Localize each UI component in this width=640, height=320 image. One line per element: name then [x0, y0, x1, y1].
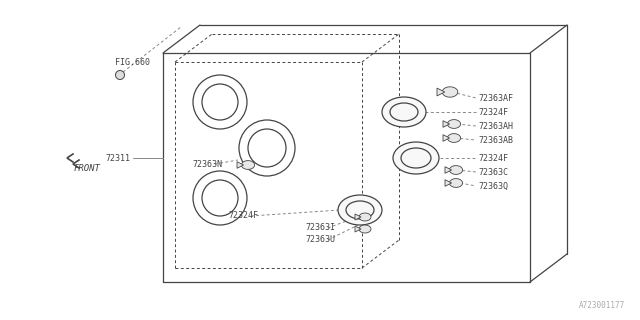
- Polygon shape: [449, 179, 463, 188]
- Polygon shape: [449, 166, 463, 174]
- Polygon shape: [442, 87, 458, 97]
- Text: FIG.660: FIG.660: [115, 58, 150, 67]
- Polygon shape: [237, 162, 244, 168]
- Polygon shape: [359, 213, 371, 221]
- Polygon shape: [437, 88, 445, 96]
- Polygon shape: [445, 180, 452, 186]
- Polygon shape: [447, 134, 461, 142]
- Text: 72324F: 72324F: [228, 212, 258, 220]
- Text: 72363AH: 72363AH: [478, 122, 513, 131]
- Text: 72363Q: 72363Q: [478, 181, 508, 190]
- Text: 72363C: 72363C: [478, 167, 508, 177]
- Polygon shape: [355, 226, 361, 232]
- Text: 72363U: 72363U: [305, 236, 335, 244]
- Polygon shape: [445, 167, 452, 173]
- Text: 72324F: 72324F: [478, 154, 508, 163]
- Polygon shape: [241, 161, 255, 169]
- Text: 72363AB: 72363AB: [478, 135, 513, 145]
- Circle shape: [115, 70, 125, 79]
- Text: 72363N: 72363N: [192, 159, 222, 169]
- Text: 72363I: 72363I: [305, 223, 335, 233]
- Polygon shape: [359, 225, 371, 233]
- Polygon shape: [447, 120, 461, 128]
- Text: FRONT: FRONT: [74, 164, 101, 173]
- Ellipse shape: [338, 195, 382, 225]
- Text: 72363AF: 72363AF: [478, 93, 513, 102]
- Ellipse shape: [393, 142, 439, 174]
- Polygon shape: [443, 121, 450, 127]
- Text: 72311: 72311: [105, 154, 130, 163]
- Polygon shape: [443, 135, 450, 141]
- Polygon shape: [355, 214, 361, 220]
- Text: 72324F: 72324F: [478, 108, 508, 116]
- Text: A723001177: A723001177: [579, 301, 625, 310]
- Ellipse shape: [382, 97, 426, 127]
